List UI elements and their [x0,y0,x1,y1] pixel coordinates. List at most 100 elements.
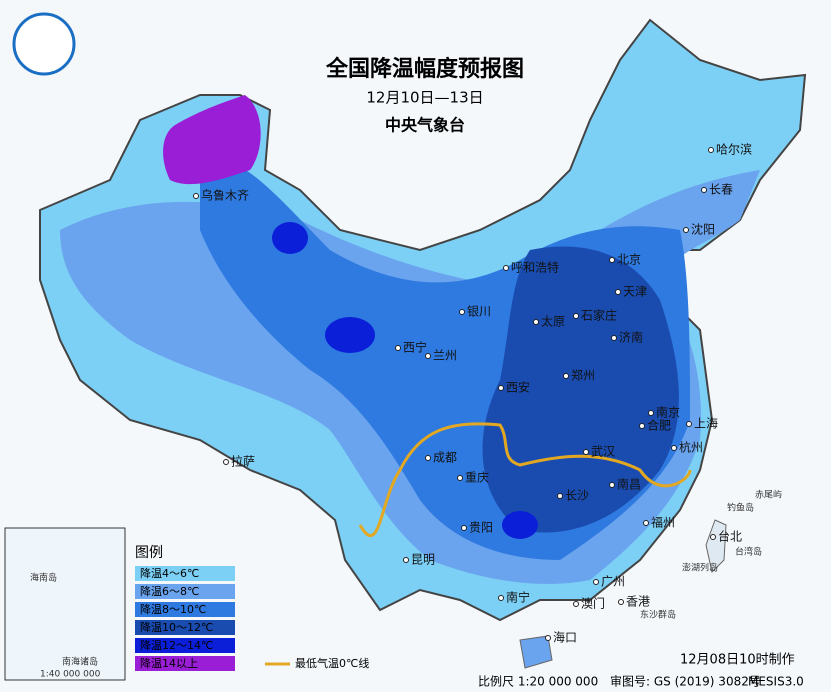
city-marker [639,423,645,429]
city-marker [686,421,692,427]
city-label: 贵阳 [469,521,493,535]
legend-label: 降温10～12℃ [140,620,213,634]
city-label: 郑州 [571,368,595,383]
city-label: 海口 [553,630,577,645]
city-label: 南宁 [506,590,530,605]
city-marker [573,313,579,319]
title: 全国降温幅度预报图 [325,56,524,82]
city-marker [583,449,589,455]
city-marker [425,353,431,359]
issuer: 中央气象台 [385,116,465,135]
city-label: 武汉 [591,445,615,459]
city-marker [611,335,617,341]
footer-scale: 比例尺 1:20 000 000 [478,675,598,689]
island-label: 赤尾屿 [755,490,782,501]
city-label: 南京 [656,405,680,420]
city-marker [395,345,401,351]
legend-label: 降温8～10℃ [140,602,206,616]
city-marker [459,309,465,315]
city-marker [563,373,569,379]
city-marker [643,520,649,526]
legend-swatch [135,656,235,671]
city-marker [710,534,716,540]
city-label: 拉萨 [231,454,255,469]
city-label: 成都 [433,451,457,465]
city-marker [618,599,624,605]
city-label: 上海 [694,416,718,431]
city-label: 兰州 [433,349,457,363]
city-label: 杭州 [679,440,703,455]
city-marker [457,475,463,481]
city-marker [461,525,467,531]
legend-swatch [135,566,235,581]
legend-swatch [135,620,235,635]
city-marker [609,482,615,488]
legend-label: 降温14以上 [140,656,198,670]
region-12-14 [325,317,375,353]
island-label: 澎湖列岛 [682,562,718,574]
legend-swatch [135,602,235,617]
city-label: 哈尔滨 [716,142,752,157]
legend-title: 图例 [135,545,163,561]
city-marker [223,459,229,465]
city-label: 昆明 [411,553,435,567]
logo [12,12,76,76]
city-label: 北京 [617,253,641,267]
legend-label: 降温6～8℃ [140,584,199,598]
city-marker [403,557,409,563]
city-label: 重庆 [465,471,489,485]
city-label: 银川 [467,305,491,319]
city-marker [701,187,707,193]
inset-island: 海南岛 [30,572,57,584]
city-label: 南昌 [617,477,641,492]
city-label: 石家庄 [581,308,617,323]
city-label: 沈阳 [691,222,715,237]
region-14-plus [163,95,261,185]
inset-frame [4,527,126,681]
city-marker [593,579,599,585]
city-label: 福州 [651,515,675,530]
city-marker [683,227,689,233]
city-marker [557,493,563,499]
city-marker [498,595,504,601]
city-marker [671,445,677,451]
legend-line-label: 最低气温0℃线 [295,656,369,670]
island-label: 东沙群岛 [640,609,676,621]
city-label: 西宁 [403,340,427,355]
taiwan [705,519,727,573]
inset: 海南岛 南海诸岛 1:40 000 000 [4,527,126,681]
city-marker [609,257,615,263]
legend-label: 降温12～14℃ [140,638,213,652]
zero-degree-line [358,422,692,537]
region-12-14 [272,222,308,254]
city-label: 乌鲁木齐 [201,188,249,203]
city-label: 广州 [601,575,625,589]
inset-scale: 1:40 000 000 [40,670,101,680]
city-marker [648,410,654,416]
region-12-14 [502,511,538,539]
landmass [39,18,807,669]
island-label: 台湾岛 [735,546,762,558]
city-marker [498,385,504,391]
city-label: 天津 [623,285,647,299]
legend-swatch [135,584,235,599]
legend-swatch [135,638,235,653]
city-label: 西安 [506,380,530,395]
city-label: 长春 [709,183,733,197]
footer-made: 12月08日10时制作 [680,653,795,668]
legend: 图例 降温4～6℃ 降温6～8℃ 降温8～10℃ 降温10～12℃ 降温12～14℃ 降温… [135,545,369,671]
city-marker [533,319,539,325]
city-label: 长沙 [565,489,589,503]
island-label: 钓鱼岛 [727,502,754,514]
city-marker [193,193,199,199]
hainan [519,635,553,669]
city-label: 太原 [541,314,565,329]
city-marker [545,635,551,641]
inset-title: 南海诸岛 [62,656,98,668]
footer-approval: 审图号: GS (2019) 3082号 [610,674,761,689]
city-label: 香港 [626,595,650,609]
city-marker [615,289,621,295]
footer-system: MESIS3.0 [748,675,804,689]
city-marker [425,455,431,461]
